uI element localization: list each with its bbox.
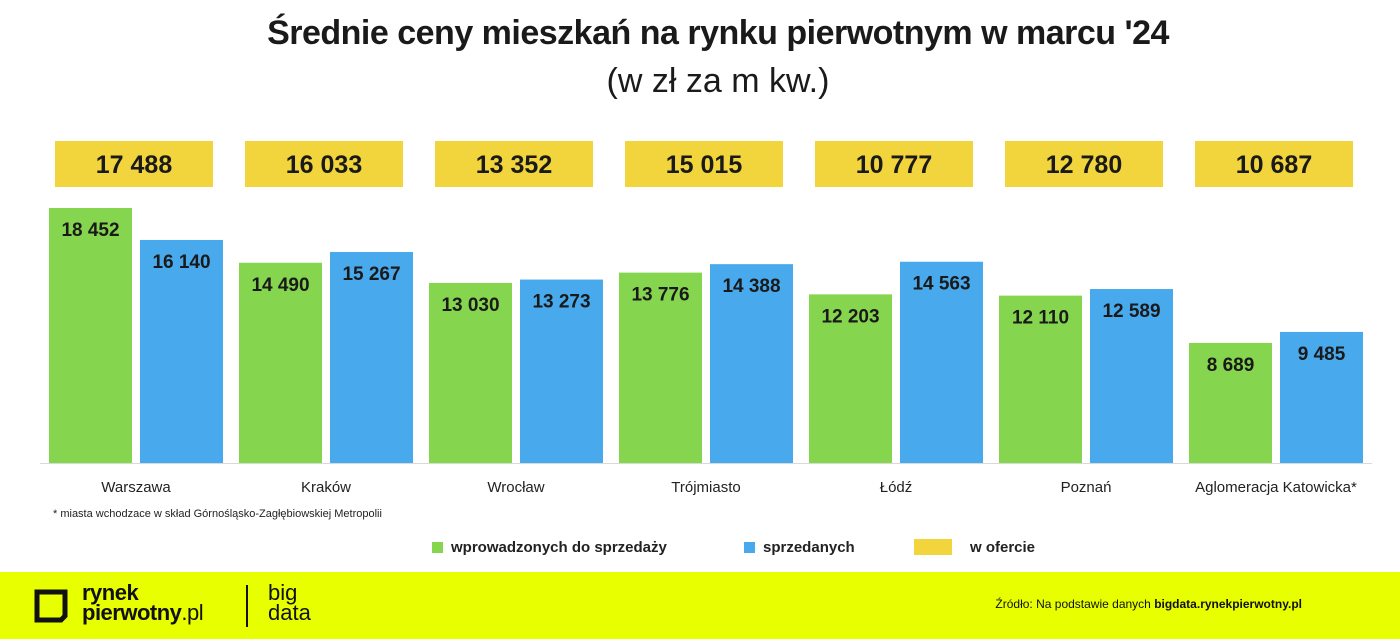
bar-s0-cat-5: [999, 295, 1082, 463]
source-note: Źródło: Na podstawie danych bigdata.ryne…: [995, 597, 1302, 611]
offer-box-cat-0: [55, 141, 213, 187]
bar-s0-cat-2: [429, 282, 512, 463]
legend-label-offer: w ofercie: [970, 538, 1036, 556]
bar-s1-cat-6: [1280, 331, 1363, 463]
offer-label-cat-0: 17 488: [96, 151, 173, 179]
x-tick-label-cat-4: Łódź: [880, 479, 913, 496]
offer-box-cat-1: [245, 141, 403, 187]
offer-label-cat-5: 12 780: [1046, 151, 1122, 179]
bar-s0-cat-3: [619, 272, 702, 463]
bar-s1-cat-0: [140, 239, 223, 463]
footer-bar: rynek pierwotny.pl big data Źródło: Na p…: [0, 572, 1400, 639]
x-tick-label-cat-6: Aglomeracja Katowicka*: [1195, 479, 1357, 496]
bar-s0-cat-0: [49, 208, 132, 463]
bar-label-s0-cat-2: 13 030: [441, 295, 499, 316]
legend-label-introduced: wprowadzonych do sprzedaży: [451, 538, 667, 556]
chart-title: Średnie ceny mieszkań na rynku pierwotny…: [267, 14, 1169, 52]
bar-label-s1-cat-0: 16 140: [152, 252, 210, 273]
x-tick-label-cat-1: Kraków: [301, 479, 351, 496]
bar-label-s1-cat-6: 9 485: [1298, 344, 1346, 365]
footnote: * miasta wchodzace w skład Górnośląsko-Z…: [53, 508, 382, 520]
bar-label-s1-cat-3: 14 388: [722, 276, 780, 297]
legend-item-introduced: wprowadzonych do sprzedaży: [432, 536, 667, 558]
source-prefix: Źródło: Na podstawie danych: [995, 597, 1155, 611]
bar-s1-cat-3: [710, 264, 793, 463]
x-tick-label-cat-5: Poznań: [1061, 479, 1112, 496]
bar-s1-cat-1: [330, 252, 413, 463]
logo-divider: [246, 585, 248, 627]
legend-item-offer: w ofercie: [914, 536, 1035, 558]
bar-label-s1-cat-4: 14 563: [912, 274, 970, 295]
offer-box-cat-5: [1005, 141, 1163, 187]
rynek-pierwotny-logo-text: rynek pierwotny.pl: [82, 580, 204, 625]
bigdata-logo-text: big data: [268, 580, 311, 625]
offer-box-cat-2: [435, 141, 593, 187]
logo-line-2: pierwotny.pl: [82, 600, 204, 625]
bar-label-s0-cat-5: 12 110: [1012, 308, 1069, 329]
bar-label-s0-cat-4: 12 203: [821, 306, 879, 327]
offer-label-cat-3: 15 015: [666, 151, 743, 179]
bar-label-s0-cat-3: 13 776: [631, 285, 689, 306]
bar-s0-cat-1: [239, 262, 322, 463]
offer-box-cat-4: [815, 141, 973, 187]
bar-label-s1-cat-2: 13 273: [532, 292, 590, 313]
source-link[interactable]: bigdata.rynekpierwotny.pl: [1154, 597, 1302, 611]
rynek-pierwotny-logo-icon: [34, 589, 68, 623]
offer-label-cat-1: 16 033: [286, 151, 362, 179]
chart-subtitle: (w zł za m kw.): [606, 62, 830, 100]
offer-box-cat-3: [625, 141, 783, 187]
bar-s1-cat-2: [520, 279, 603, 463]
offer-box-cat-6: [1195, 141, 1353, 187]
logo-line-1: rynek: [82, 580, 139, 605]
bar-chart: 17 488 18 452 16 140 Warszawa 16 033 14 490 15…: [40, 141, 1372, 496]
legend-label-sold: sprzedanych: [763, 538, 855, 556]
x-tick-label-cat-0: Warszawa: [101, 479, 171, 496]
x-tick-label-cat-3: Trójmiasto: [671, 479, 740, 496]
legend-item-sold: sprzedanych: [744, 536, 855, 558]
bar-label-s1-cat-1: 15 267: [342, 264, 400, 285]
logo-line-2-suffix: .pl: [181, 600, 204, 625]
logo-line-2-main: pierwotny: [82, 600, 182, 625]
legend-swatch-introduced: [432, 541, 443, 553]
bigdata-line-1: big: [268, 580, 298, 605]
bar-label-s0-cat-0: 18 452: [61, 220, 119, 241]
bar-s1-cat-4: [900, 261, 983, 463]
offer-label-cat-4: 10 777: [856, 151, 932, 179]
x-tick-label-cat-2: Wrocław: [487, 479, 544, 496]
bar-label-s0-cat-6: 8 689: [1207, 355, 1255, 376]
offer-label-cat-2: 13 352: [476, 151, 552, 179]
bar-label-s1-cat-5: 12 589: [1102, 301, 1160, 322]
bar-s1-cat-5: [1090, 289, 1173, 463]
legend-swatch-offer: [914, 539, 952, 555]
legend-swatch-sold: [744, 541, 755, 553]
bigdata-line-2: data: [268, 600, 311, 625]
bar-label-s0-cat-1: 14 490: [251, 275, 309, 296]
bar-s0-cat-4: [809, 294, 892, 463]
offer-label-cat-6: 10 687: [1236, 151, 1312, 179]
bar-s0-cat-6: [1189, 342, 1272, 463]
